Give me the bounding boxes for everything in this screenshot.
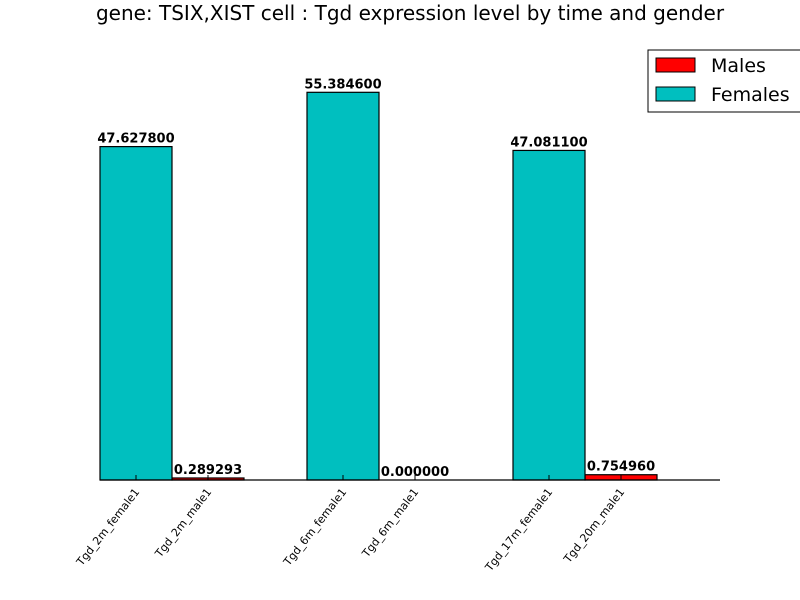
data-label-Tgd_20m_male1: 0.754960 (587, 460, 655, 475)
legend-label-males: Males (711, 55, 766, 77)
tick-label-Tgd_20m_male1: Tgd_20m_male1 (561, 486, 628, 566)
bars-layer (99, 91, 658, 481)
tick-label-Tgd_17m_female1: Tgd_17m_female1 (482, 486, 555, 575)
x-ticks: Tgd_2m_female1 Tgd_2m_male1 Tgd_6m_female1… (73, 475, 627, 574)
legend: Males Females (647, 49, 800, 113)
legend-swatch-females (655, 86, 696, 102)
data-label-Tgd_6m_female1: 55.384600 (304, 77, 381, 92)
data-label-Tgd_2m_female1: 47.627800 (97, 132, 174, 147)
tick-label-Tgd_2m_female1: Tgd_2m_female1 (73, 486, 142, 569)
bar-females-Tgd_2m_female1 (99, 146, 173, 481)
data-labels: 0.289293 0.000000 0.754960 47.627800 55.3846… (97, 77, 655, 480)
tick-label-Tgd_6m_male1: Tgd_6m_male1 (359, 486, 421, 561)
legend-swatch-males (655, 57, 696, 73)
tick-label-Tgd_2m_male1: Tgd_2m_male1 (152, 486, 214, 561)
legend-label-females: Females (711, 84, 790, 106)
chart-title: gene: TSIX,XIST cell : Tgd expression le… (95, 1, 725, 25)
bar-females-Tgd_6m_female1 (306, 91, 380, 481)
data-label-Tgd_2m_male1: 0.289293 (174, 463, 242, 478)
data-label-Tgd_17m_female1: 47.081100 (510, 135, 587, 150)
bar-females-Tgd_17m_female1 (512, 149, 586, 481)
data-label-Tgd_6m_male1: 0.000000 (381, 465, 449, 480)
tick-label-Tgd_6m_female1: Tgd_6m_female1 (280, 486, 349, 569)
